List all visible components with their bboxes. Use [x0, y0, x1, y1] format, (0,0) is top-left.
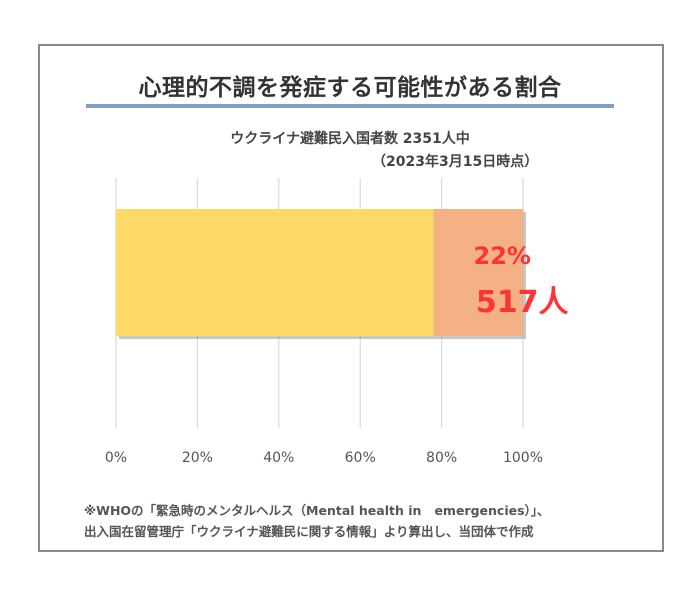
footnote-line-2: 出入国在留管理庁「ウクライナ避難民に関する情報」より算出し、当団体で作成: [84, 524, 534, 539]
x-tick-label: 80%: [426, 450, 457, 466]
x-tick-label: 40%: [263, 450, 294, 466]
x-tick-label: 0%: [105, 450, 127, 466]
chart-subtitle: ウクライナ避難民入国者数 2351人中: [230, 131, 470, 147]
footnote-line-1: ※WHOの「緊急時のメンタルヘルス（Mental health in emerg…: [84, 503, 550, 518]
bar-segment-2: [433, 209, 523, 336]
chart-date-note: （2023年3月15日時点）: [372, 154, 539, 170]
chart-title: 心理的不調を発症する可能性がある割合: [138, 75, 562, 101]
x-tick-label: 60%: [345, 450, 376, 466]
title-underline: [86, 104, 614, 108]
x-tick-label: 20%: [182, 450, 213, 466]
x-tick-label: 100%: [503, 450, 543, 466]
data-label-count: 517人: [476, 285, 569, 320]
bar-segment-1: [116, 209, 434, 336]
data-label-percent: 22%: [474, 242, 531, 270]
